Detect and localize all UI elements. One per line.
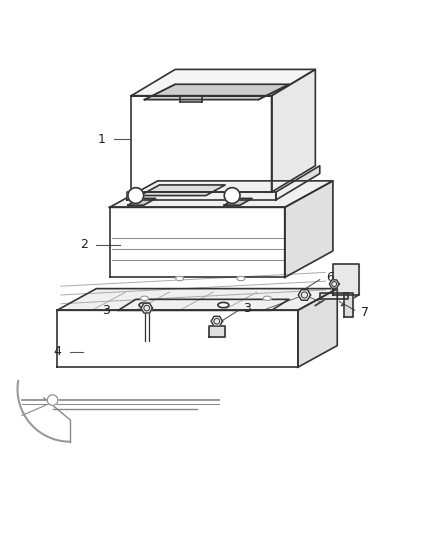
Polygon shape bbox=[141, 303, 152, 313]
Polygon shape bbox=[131, 192, 140, 199]
Polygon shape bbox=[57, 310, 298, 367]
Polygon shape bbox=[320, 293, 348, 300]
Ellipse shape bbox=[176, 276, 184, 281]
Polygon shape bbox=[110, 207, 285, 278]
Polygon shape bbox=[276, 166, 320, 200]
Text: 3: 3 bbox=[102, 304, 110, 317]
Polygon shape bbox=[344, 293, 353, 317]
Polygon shape bbox=[209, 326, 225, 336]
Ellipse shape bbox=[218, 302, 229, 308]
Polygon shape bbox=[145, 84, 289, 100]
Polygon shape bbox=[211, 316, 223, 326]
Polygon shape bbox=[228, 192, 237, 199]
Text: 4: 4 bbox=[53, 345, 61, 358]
Ellipse shape bbox=[263, 296, 271, 301]
Polygon shape bbox=[333, 264, 359, 295]
Polygon shape bbox=[131, 69, 315, 96]
Polygon shape bbox=[127, 192, 276, 200]
Polygon shape bbox=[140, 185, 225, 196]
Text: 6: 6 bbox=[326, 271, 334, 284]
Polygon shape bbox=[57, 288, 337, 310]
Polygon shape bbox=[329, 280, 339, 288]
Polygon shape bbox=[131, 96, 272, 192]
Polygon shape bbox=[128, 198, 156, 205]
Text: 3: 3 bbox=[243, 302, 251, 314]
Circle shape bbox=[224, 188, 240, 204]
Circle shape bbox=[47, 395, 58, 405]
Polygon shape bbox=[298, 289, 311, 300]
Text: 2: 2 bbox=[80, 238, 88, 251]
Polygon shape bbox=[285, 181, 333, 278]
Ellipse shape bbox=[237, 276, 245, 281]
Polygon shape bbox=[224, 198, 252, 205]
Ellipse shape bbox=[139, 302, 150, 308]
Ellipse shape bbox=[141, 296, 148, 301]
Polygon shape bbox=[110, 181, 333, 207]
Circle shape bbox=[128, 188, 144, 204]
Text: 7: 7 bbox=[361, 306, 369, 319]
Text: 1: 1 bbox=[97, 133, 105, 146]
Polygon shape bbox=[272, 69, 315, 192]
Polygon shape bbox=[298, 288, 337, 367]
Polygon shape bbox=[118, 300, 289, 310]
